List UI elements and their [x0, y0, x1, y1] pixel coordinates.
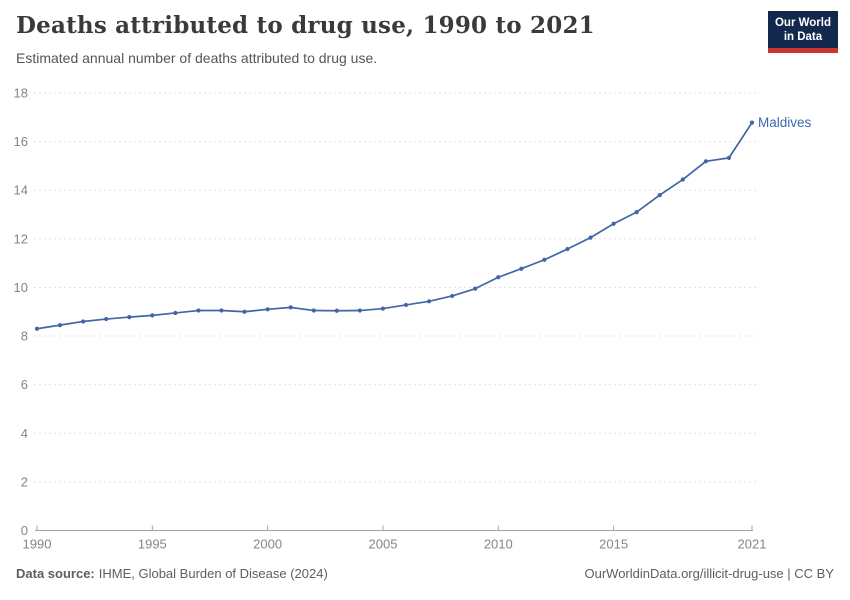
data-point[interactable]: [104, 316, 109, 322]
y-axis-tick-label: 18: [14, 86, 28, 101]
x-axis-tick-label: 1995: [138, 537, 167, 552]
owid-logo-line2: in Data: [783, 30, 823, 43]
data-point[interactable]: [426, 299, 432, 304]
chart-footer: Data source: IHME, Global Burden of Disea…: [16, 566, 834, 581]
data-point[interactable]: [81, 319, 86, 324]
data-point[interactable]: [357, 308, 363, 313]
data-point[interactable]: [749, 120, 755, 125]
owid-logo-line1: Our World: [774, 17, 831, 29]
x-axis-tick-label: 2015: [599, 537, 628, 552]
y-axis-tick-label: 16: [14, 134, 28, 149]
data-point[interactable]: [34, 326, 40, 331]
data-point[interactable]: [519, 266, 524, 271]
y-axis-tick-label: 8: [21, 329, 28, 344]
x-axis-tick-label: 2010: [484, 537, 513, 552]
data-point[interactable]: [680, 177, 685, 182]
data-point[interactable]: [150, 313, 155, 318]
y-axis-tick-label: 12: [14, 231, 28, 246]
data-point[interactable]: [196, 308, 201, 313]
x-axis-tick-label: 1990: [23, 537, 52, 552]
data-point[interactable]: [380, 306, 386, 311]
data-point[interactable]: [657, 192, 662, 198]
data-point[interactable]: [496, 275, 501, 280]
data-point[interactable]: [588, 235, 593, 240]
data-point[interactable]: [403, 302, 409, 308]
data-source: Data source: IHME, Global Burden of Disea…: [16, 566, 328, 581]
page-title: Deaths attributed to drug use, 1990 to 2…: [16, 12, 595, 39]
y-axis-tick-label: 0: [21, 523, 28, 538]
credit-link[interactable]: OurWorldinData.org/illicit-drug-use | CC…: [584, 566, 835, 581]
data-point[interactable]: [334, 308, 339, 313]
data-source-label: Data source:: [16, 566, 95, 581]
data-point[interactable]: [311, 308, 316, 313]
y-axis-tick-label: 4: [21, 426, 28, 441]
data-point[interactable]: [542, 257, 547, 262]
data-point[interactable]: [127, 314, 132, 320]
x-axis-tick-label: 2021: [738, 537, 767, 552]
data-point[interactable]: [173, 310, 178, 316]
data-point[interactable]: [219, 308, 224, 313]
data-point[interactable]: [726, 155, 732, 160]
data-point[interactable]: [450, 293, 455, 299]
data-point[interactable]: [473, 286, 478, 291]
owid-logo[interactable]: Our World in Data: [767, 11, 838, 53]
data-point[interactable]: [57, 323, 63, 328]
data-point[interactable]: [288, 305, 293, 310]
data-point[interactable]: [565, 246, 570, 252]
data-point[interactable]: [242, 309, 247, 314]
y-axis-tick-label: 6: [21, 377, 28, 392]
data-point[interactable]: [634, 209, 639, 215]
data-point[interactable]: [265, 307, 270, 312]
data-source-value: IHME, Global Burden of Disease (2024): [98, 566, 328, 581]
x-axis-tick-label: 2000: [253, 537, 282, 552]
y-axis-tick-label: 10: [14, 280, 28, 295]
data-line-maldives[interactable]: [36, 122, 753, 330]
data-point[interactable]: [703, 159, 708, 164]
y-axis-tick-label: 14: [14, 183, 28, 198]
y-axis-tick-label: 2: [21, 474, 28, 489]
data-point[interactable]: [611, 221, 616, 226]
series-label-maldives[interactable]: Maldives: [758, 115, 812, 130]
chart-subtitle: Estimated annual number of deaths attrib…: [16, 50, 378, 66]
x-axis-tick-label: 2005: [369, 537, 398, 552]
